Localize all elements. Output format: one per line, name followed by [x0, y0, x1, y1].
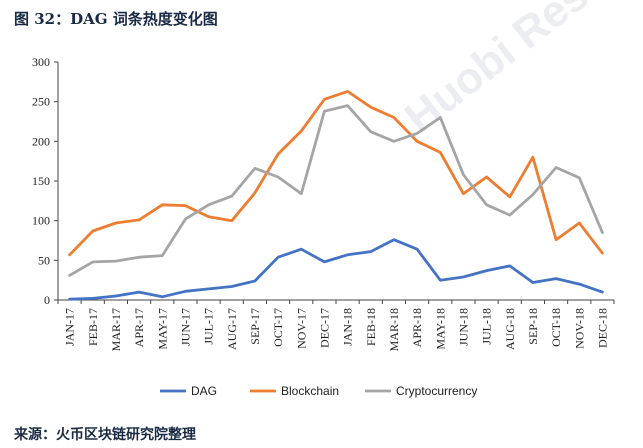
- y-tick-label: 50: [38, 253, 50, 267]
- x-tick-label: JUN-18: [456, 308, 470, 346]
- x-tick-label: NOV-18: [572, 308, 586, 349]
- x-tick-label: JAN-18: [341, 308, 355, 346]
- y-tick-label: 250: [32, 95, 50, 109]
- chart-legend: DAG Blockchain Cryptocurrency: [160, 384, 477, 398]
- x-tick-label: OCT-18: [549, 308, 563, 347]
- legend-label-blockchain: Blockchain: [281, 384, 339, 398]
- source-note: 来源：火币区块链研究院整理: [14, 427, 196, 443]
- series-line-dag: [68, 238, 604, 301]
- legend-label-cryptocurrency: Cryptocurrency: [396, 384, 477, 398]
- x-tick-label: APR-18: [410, 308, 424, 347]
- x-tick-label: DEC-18: [595, 308, 609, 348]
- chart-series: [68, 90, 604, 301]
- x-tick-label: JUL-18: [480, 308, 494, 345]
- x-tick-label: AUG-18: [503, 308, 517, 350]
- x-tick-label: SEP-18: [526, 308, 540, 345]
- x-tick-label: AUG-17: [225, 308, 239, 350]
- x-tick-label: JAN-17: [63, 308, 77, 346]
- chart-axes: 0 50 100 150 200 250 300 JAN-17 FEB-17 MAR-17 APR-…: [32, 55, 615, 351]
- x-tick-label: JUL-17: [202, 308, 216, 345]
- x-tick-label: MAY-17: [155, 308, 169, 350]
- series-line-cryptocurrency: [68, 104, 604, 277]
- y-tick-label: 0: [44, 293, 50, 307]
- x-tick-label: MAY-18: [433, 308, 447, 350]
- legend-label-dag: DAG: [191, 384, 217, 398]
- x-tick-label: OCT-17: [271, 308, 285, 347]
- x-tick-label: MAR-18: [387, 308, 401, 351]
- x-tick-label: DEC-17: [317, 308, 331, 348]
- y-tick-label: 100: [32, 214, 50, 228]
- x-tick-label: APR-17: [132, 308, 146, 347]
- x-tick-label: FEB-18: [364, 308, 378, 346]
- x-tick-label: FEB-17: [86, 308, 100, 346]
- series-line-blockchain: [68, 90, 604, 257]
- x-tick-label: SEP-17: [248, 308, 262, 345]
- x-tick-label: NOV-17: [294, 308, 308, 349]
- y-tick-label: 300: [32, 55, 50, 69]
- y-tick-label: 150: [32, 174, 50, 188]
- y-tick-label: 200: [32, 134, 50, 148]
- figure-title: 图 32：DAG 词条热度变化图: [14, 10, 218, 28]
- x-tick-label: JUN-17: [178, 308, 192, 346]
- x-tick-label: MAR-17: [109, 308, 123, 351]
